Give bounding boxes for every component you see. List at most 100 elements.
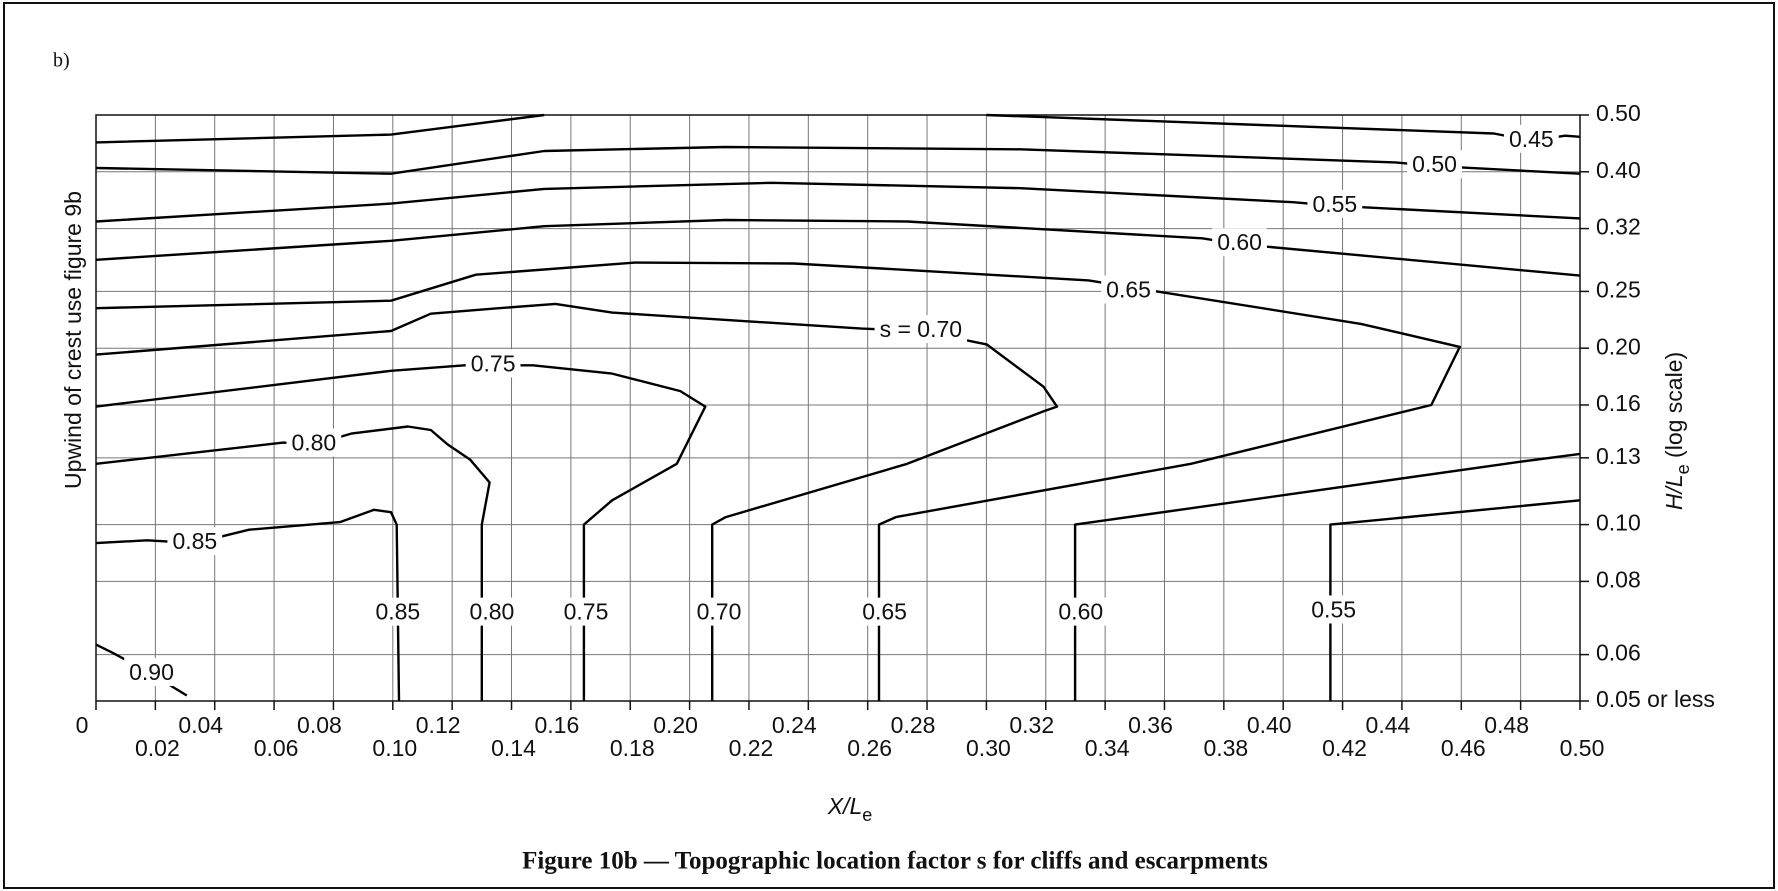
- x-tick-label: 0.34: [1085, 735, 1130, 761]
- contour-label-text: 0.90: [129, 659, 174, 685]
- contour-label-text: 0.60: [1058, 599, 1103, 625]
- x-tick-label: 0.20: [653, 712, 698, 738]
- contour-label-text: 0.80: [470, 599, 515, 625]
- contour-label-bg: [1407, 150, 1462, 179]
- contour-label: 0.60: [1053, 597, 1109, 626]
- y-axis-label-main: H/L: [1661, 474, 1687, 510]
- x-tick-label: 0.28: [891, 712, 936, 738]
- contour-label-bg: [1101, 275, 1156, 304]
- contour-label-bg: [1307, 189, 1363, 218]
- x-tick-label: 0.24: [772, 712, 817, 738]
- x-tick-label: 0.46: [1441, 735, 1486, 761]
- contour-label-text: 0.65: [1106, 276, 1151, 302]
- contour-label: 0.65: [857, 597, 912, 626]
- contour-label: 0.45: [1503, 124, 1559, 153]
- contour-label-bg: [691, 597, 747, 626]
- contour-label-text: 0.65: [862, 599, 907, 625]
- contour-label: 0.65: [1101, 275, 1156, 304]
- contour-label-text: 0.70: [697, 599, 742, 625]
- y-tick-label: 0.08: [1596, 566, 1641, 592]
- contour-label-bg: [370, 597, 426, 626]
- y-axis-label: H/Le (log scale): [1661, 352, 1693, 510]
- y-tick-label: 0.10: [1596, 510, 1641, 536]
- contour-label-text: 0.45: [1509, 126, 1554, 152]
- contour-label: 0.55: [1306, 595, 1362, 624]
- x-tick-label: 0.04: [178, 712, 223, 738]
- contour-line: [95, 364, 707, 701]
- contour-label-text: s = 0.70: [880, 316, 962, 342]
- contour-label-bg: [464, 597, 520, 626]
- contour-label-text: 0.80: [291, 430, 336, 456]
- x-axis-label-main: X/L: [827, 793, 863, 819]
- y-axis-label-suffix: (log scale): [1661, 352, 1687, 464]
- contour-line: [95, 261, 1461, 701]
- x-tick-label: 0.32: [1009, 712, 1054, 738]
- plot-frame: [95, 114, 1581, 702]
- y-tick-label: 0.32: [1596, 214, 1641, 240]
- contour-line: [95, 113, 1581, 144]
- y-tick-label: 0.13: [1596, 443, 1641, 469]
- contour-label-bg: [558, 597, 614, 626]
- contour-label: 0.85: [167, 527, 223, 556]
- contour-label-text: 0.75: [564, 599, 609, 625]
- contour-label-text: 0.85: [172, 528, 217, 554]
- contour-label: 0.70: [691, 597, 747, 626]
- contour-label-bg: [874, 315, 968, 344]
- x-tick-label: 0.48: [1484, 712, 1529, 738]
- x-tick-label: 0.14: [491, 735, 536, 761]
- contour-label: 0.60: [1212, 228, 1267, 257]
- contour-line: [95, 145, 1581, 175]
- contour-label-bg: [1306, 595, 1362, 624]
- x-tick-label: 0.50: [1560, 735, 1605, 761]
- contour-line: [95, 218, 1581, 701]
- contour-label-bg: [1053, 597, 1109, 626]
- y-tick-label: 0.40: [1596, 157, 1641, 183]
- x-tick-label: 0.40: [1247, 712, 1292, 738]
- panel-label: b): [53, 50, 70, 72]
- contour-label: 0.55: [1307, 189, 1363, 218]
- contour-line: [95, 508, 401, 702]
- x-tick-label: 0.12: [416, 712, 461, 738]
- contour-label-text: 0.50: [1412, 151, 1457, 177]
- contour-label: 0.80: [286, 428, 342, 457]
- x-tick-label: 0.26: [847, 735, 892, 761]
- contour-label-bg: [1212, 228, 1267, 257]
- contour-label: 0.80: [464, 597, 520, 626]
- contour-label-text: 0.60: [1217, 229, 1262, 255]
- x-tick-label: 0.22: [729, 735, 774, 761]
- x-tick-label: 0.18: [610, 735, 655, 761]
- y-axis-label-sub: e: [1673, 464, 1693, 474]
- contour-label-bg: [857, 597, 912, 626]
- x-tick-label: 0.38: [1203, 735, 1248, 761]
- x-tick-label: 0.42: [1322, 735, 1367, 761]
- contour-label-text: 0.55: [1312, 191, 1357, 217]
- x-axis-label: X/Le: [827, 793, 873, 825]
- y-tick-label: 0.06: [1596, 640, 1641, 666]
- x-tick-label: 0.10: [372, 735, 417, 761]
- contour-label-bg: [286, 428, 342, 457]
- y-tick-label: 0.16: [1596, 390, 1641, 416]
- contour-label-text: 0.85: [375, 599, 420, 625]
- contour-label-bg: [465, 349, 521, 378]
- contour-label-bg: [124, 658, 179, 687]
- contour-label: 0.90: [124, 658, 179, 687]
- y-tick-label: 0.05 or less: [1596, 686, 1715, 712]
- x-tick-label: 0.16: [534, 712, 579, 738]
- contour-label: 0.50: [1407, 150, 1462, 179]
- contour-label-text: 0.75: [471, 350, 516, 376]
- x-tick-label: 0.08: [297, 712, 342, 738]
- x-tick-label: 0.06: [254, 735, 299, 761]
- left-note: Upwind of crest use figure 9b: [60, 191, 86, 489]
- contour-label-text: 0.55: [1311, 596, 1356, 622]
- contour-label: 0.75: [558, 597, 614, 626]
- contour-label: s = 0.70: [874, 315, 968, 344]
- x-tick-label: 0.30: [966, 735, 1011, 761]
- contour-line: [95, 302, 1059, 701]
- y-tick-label: 0.25: [1596, 276, 1641, 302]
- contour-label-bg: [167, 527, 223, 556]
- y-tick-label: 0.20: [1596, 333, 1641, 359]
- x-tick-label: 0.36: [1128, 712, 1173, 738]
- y-tick-label: 0.50: [1596, 100, 1641, 126]
- chart-title: Figure 10b — Topographic location factor…: [522, 848, 1268, 875]
